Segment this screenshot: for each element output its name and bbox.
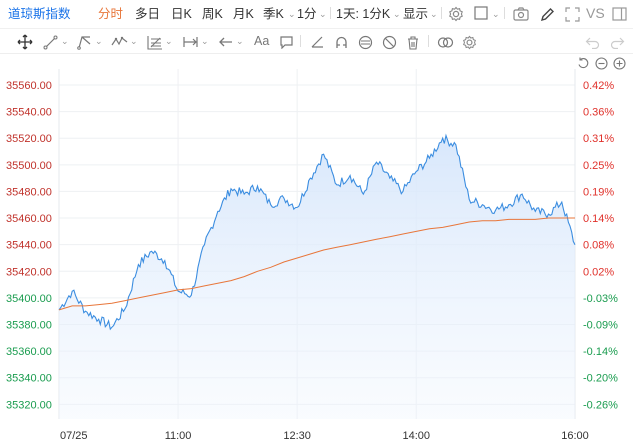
x-axis-tick: 12:30	[283, 430, 311, 442]
y-axis-right-tick: 0.14%	[583, 213, 614, 225]
interval-select[interactable]: 1分	[297, 7, 317, 21]
period-tab-weekly[interactable]: 周K	[202, 7, 223, 21]
undo-icon[interactable]	[584, 34, 600, 50]
display-dropdown-caret[interactable]: ⌄	[430, 9, 438, 19]
redo-icon[interactable]	[609, 34, 625, 50]
price-line	[58, 133, 576, 331]
zoom-in-icon[interactable]	[612, 56, 626, 70]
toolbar-divider	[300, 35, 301, 47]
y-axis-right-tick: 0.08%	[583, 240, 614, 252]
top-toolbar: 道琼斯指数 分时 多日 日K 周K 月K 季K ⌄ 1分 ⌄ 1天: 1分K ⌄…	[0, 0, 633, 28]
camera-icon[interactable]	[512, 5, 530, 23]
channel-tool-caret[interactable]: ⌄	[95, 36, 103, 46]
color-dropdown-caret[interactable]: ⌄	[492, 9, 500, 19]
interval-dropdown-caret[interactable]: ⌄	[319, 9, 327, 19]
fibonacci-caret[interactable]: ⌄	[165, 36, 173, 46]
y-axis-right-tick: -0.09%	[583, 320, 618, 332]
x-axis-tick: 16:00	[561, 430, 589, 442]
measure-range-caret[interactable]: ⌄	[201, 36, 209, 46]
y-axis-left-tick: 35380.00	[6, 320, 52, 332]
y-axis-left-tick: 35420.00	[6, 266, 52, 278]
angle-ruler-icon[interactable]	[309, 34, 325, 50]
wave-pattern-caret[interactable]: ⌄	[130, 36, 138, 46]
display-menu[interactable]: 显示	[403, 7, 429, 21]
trash-icon[interactable]	[405, 34, 421, 50]
fibonacci-icon[interactable]	[145, 34, 163, 50]
settings-gear-icon[interactable]	[447, 5, 465, 23]
overlay-compare-icon[interactable]	[436, 34, 454, 50]
period-tab-intraday[interactable]: 分时	[98, 7, 124, 21]
y-axis-right-tick: 0.19%	[583, 186, 614, 198]
y-axis-left-tick: 35440.00	[6, 240, 52, 252]
magnet-icon[interactable]	[333, 34, 349, 50]
price-chart-svg[interactable]: 35560.00 0.42% 35540.00 0.36% 35520.00 0.31% 3…	[0, 54, 633, 446]
symbol-title[interactable]: 道琼斯指数	[8, 7, 71, 21]
quarterly-dropdown-caret[interactable]: ⌄	[288, 9, 296, 19]
toolbar-divider	[441, 7, 442, 19]
y-axis-right-tick: 0.25%	[583, 160, 614, 172]
period-tab-quarterly[interactable]: 季K	[263, 7, 284, 21]
y-axis-left-tick: 35480.00	[6, 186, 52, 198]
y-axis-right-tick: 0.36%	[583, 107, 614, 119]
hide-drawings-icon[interactable]	[381, 34, 397, 50]
y-axis-left-tick: 35400.00	[6, 293, 52, 305]
period-tab-daily[interactable]: 日K	[171, 7, 192, 21]
x-axis-tick: 07/25	[60, 430, 88, 442]
pencil-icon[interactable]	[538, 5, 556, 23]
lock-drawing-icon[interactable]	[357, 34, 373, 50]
channel-tool-icon[interactable]	[76, 34, 92, 50]
crosshair-move-icon[interactable]	[16, 33, 34, 51]
y-axis-right-tick: -0.20%	[583, 373, 618, 385]
y-axis-right-tick: -0.26%	[583, 399, 618, 411]
y-axis-right-tick: -0.03%	[583, 293, 618, 305]
trend-line-caret[interactable]: ⌄	[61, 36, 69, 46]
period-tab-multiday[interactable]: 多日	[135, 7, 161, 21]
drawing-settings-gear-icon[interactable]	[461, 34, 477, 50]
x-axis-tick: 11:00	[165, 430, 192, 442]
intraday-chart-panel[interactable]: 35560.00 0.42% 35540.00 0.36% 35520.00 0.31% 3…	[0, 54, 633, 446]
y-axis-left-tick: 35500.00	[6, 160, 52, 172]
x-axis-tick: 14:00	[402, 430, 430, 442]
trend-line-icon[interactable]	[42, 34, 58, 50]
y-axis-right-tick: 0.42%	[583, 80, 614, 92]
arrow-tool-caret[interactable]: ⌄	[236, 36, 244, 46]
y-axis-left-tick: 35320.00	[6, 399, 52, 411]
y-axis-left-tick: 35540.00	[6, 107, 52, 119]
drawing-toolbar: ⌄ ⌄ ⌄ ⌄ ⌄ ⌄ Aa	[0, 28, 633, 54]
range-select[interactable]: 1天: 1分K	[336, 7, 391, 21]
y-axis-left-tick: 35340.00	[6, 373, 52, 385]
sidebar-toggle-icon[interactable]	[610, 5, 628, 23]
range-dropdown-caret[interactable]: ⌄	[393, 9, 401, 19]
y-axis-right-tick: 0.02%	[583, 266, 614, 278]
toolbar-divider	[428, 35, 429, 47]
price-area-fill	[59, 135, 575, 419]
y-axis-left-tick: 35460.00	[6, 213, 52, 225]
comment-icon[interactable]	[278, 34, 294, 50]
average-price-line	[58, 217, 575, 311]
y-axis-left-tick: 35520.00	[6, 133, 52, 145]
y-axis-left-tick: 35360.00	[6, 346, 52, 358]
toolbar-divider	[330, 7, 331, 19]
wave-pattern-icon[interactable]	[110, 34, 128, 50]
toolbar-divider	[504, 7, 505, 19]
reset-zoom-icon[interactable]	[576, 56, 590, 70]
y-axis-left-tick: 35560.00	[6, 80, 52, 92]
text-tool-button[interactable]: Aa	[254, 34, 270, 48]
color-square-icon[interactable]	[473, 5, 489, 21]
zoom-out-icon[interactable]	[594, 56, 608, 70]
fullscreen-icon[interactable]	[563, 5, 581, 23]
y-axis-right-tick: -0.14%	[583, 346, 618, 358]
compare-vs-button[interactable]: VS	[586, 5, 605, 21]
arrow-left-icon[interactable]	[217, 34, 233, 50]
measure-range-icon[interactable]	[181, 34, 199, 50]
period-tab-monthly[interactable]: 月K	[233, 7, 254, 21]
y-axis-right-tick: 0.31%	[583, 133, 614, 145]
